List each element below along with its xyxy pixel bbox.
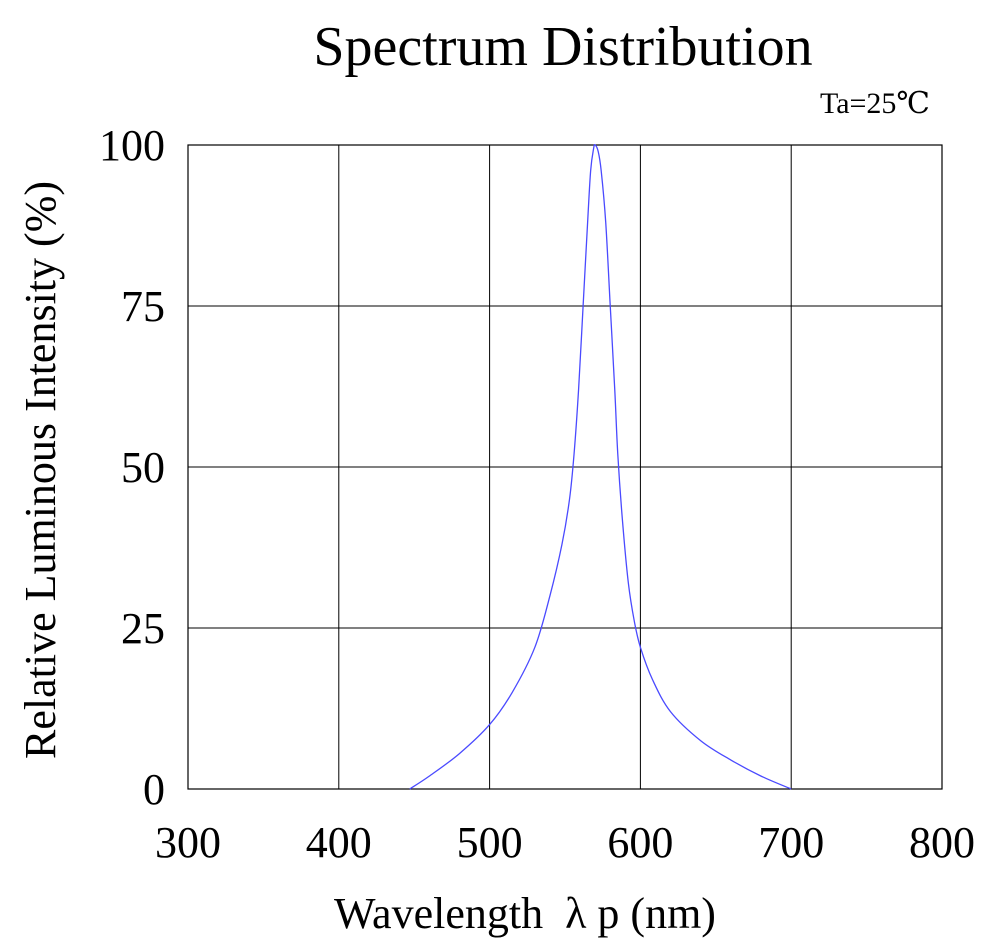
y-tick-label-100: 100 [99, 121, 165, 170]
x-axis-label: Wavelength λ p (nm) [334, 889, 716, 938]
x-tick-label-400: 400 [306, 818, 372, 867]
x-tick-labels: 300 400 500 600 700 800 [155, 818, 975, 867]
x-tick-label-300: 300 [155, 818, 221, 867]
x-tick-label-500: 500 [457, 818, 523, 867]
grid [188, 145, 942, 789]
x-tick-label-800: 800 [909, 818, 975, 867]
y-tick-label-75: 75 [121, 282, 165, 331]
chart-title: Spectrum Distribution [313, 16, 812, 78]
y-tick-label-0: 0 [143, 765, 165, 814]
y-axis-label: Relative Luminous Intensity (%) [16, 181, 65, 759]
y-tick-labels: 100 75 50 25 0 [99, 121, 165, 814]
y-tick-label-50: 50 [121, 443, 165, 492]
x-tick-label-600: 600 [607, 818, 673, 867]
y-tick-label-25: 25 [121, 604, 165, 653]
x-tick-label-700: 700 [758, 818, 824, 867]
temperature-condition: Ta=25℃ [820, 87, 930, 120]
